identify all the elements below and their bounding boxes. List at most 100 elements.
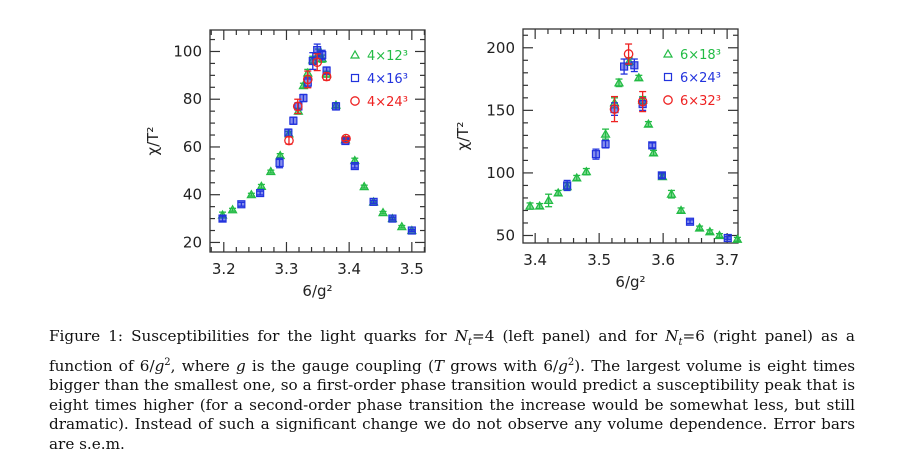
caption-math: 2 [567, 356, 575, 368]
data-point [407, 226, 416, 235]
y-tick-label: 40 [183, 186, 202, 204]
circle-marker [284, 135, 294, 146]
x-tick-label: 3.2 [212, 260, 236, 278]
square-marker [648, 141, 657, 150]
data-point [256, 188, 265, 198]
legend-item: 6×24³ [663, 71, 721, 86]
legend-triangle-icon [349, 49, 361, 59]
x-tick-label: 3.4 [337, 260, 361, 278]
data-point [318, 49, 327, 61]
triangle-marker [359, 181, 370, 191]
triangle-marker [265, 166, 276, 176]
square-marker [284, 128, 293, 137]
data-point [676, 205, 687, 215]
caption-math: T [433, 356, 445, 375]
data-point [227, 204, 238, 214]
triangle-marker [525, 200, 536, 210]
data-point [591, 148, 601, 160]
data-point [284, 135, 294, 146]
legend-item: 6×32³ [663, 94, 721, 109]
x-tick-label: 3.5 [587, 251, 611, 269]
data-point [292, 98, 303, 115]
square-marker [331, 102, 341, 111]
data-point [237, 200, 246, 209]
x-tick-label: 3.5 [400, 260, 424, 278]
y-tick-label: 200 [486, 39, 515, 57]
square-marker [237, 200, 246, 209]
data-point [525, 200, 536, 210]
caption-text: grows with 6/ [444, 356, 559, 375]
triangle-marker [377, 207, 389, 217]
data-point [359, 181, 370, 191]
data-point [275, 157, 284, 169]
x-axis-label: 6/g² [302, 282, 332, 300]
y-tick-label: 100 [173, 42, 202, 60]
triangle-marker [246, 189, 257, 199]
y-axis-label: χ/T² [144, 127, 162, 156]
circle-marker [341, 133, 351, 144]
square-marker [256, 188, 265, 198]
legend-item: 4×16³ [350, 72, 408, 87]
data-point [246, 189, 257, 199]
caption-text: is the gauge coupling ( [245, 356, 434, 375]
x-axis-label: 6/g² [615, 273, 645, 291]
circle-marker [312, 57, 323, 68]
data-point [265, 166, 276, 176]
triangle-marker [694, 222, 705, 232]
data-point [613, 77, 625, 88]
square-marker [685, 217, 695, 226]
caption-math: g [154, 356, 165, 375]
data-point [350, 161, 359, 171]
data-point [609, 95, 620, 123]
legend-label: 4×16³ [367, 72, 408, 87]
data-point [563, 179, 572, 192]
series-circle [284, 53, 351, 146]
data-point [289, 116, 298, 125]
x-tick-label: 3.3 [275, 260, 299, 278]
legend: 4×12³ 4×16³ 4×24³ [349, 49, 408, 110]
square-marker [350, 161, 359, 171]
legend-item: 6×18³ [662, 48, 721, 63]
square-marker [388, 214, 397, 223]
data-point [299, 93, 308, 103]
data-point [218, 214, 227, 223]
triangle-marker [600, 128, 611, 138]
triangle-marker [256, 181, 267, 190]
data-point [534, 200, 545, 210]
square-marker [591, 150, 601, 159]
data-point [312, 53, 323, 72]
plot-frame [522, 28, 739, 244]
triangle-marker [732, 234, 743, 243]
triangle-marker [666, 188, 677, 198]
figure: 3.2 3.3 3.4 3.5 20 40 60 80 100 6/g² χ/T² 4×12³ 4×16… [144, 28, 743, 300]
legend-label: 4×24³ [367, 95, 408, 110]
data-point [666, 188, 677, 199]
square-marker [289, 116, 298, 125]
data-point [643, 118, 654, 128]
data-point [331, 102, 341, 111]
legend-triangle-icon [662, 48, 674, 58]
square-marker [601, 140, 610, 149]
y-tick-label: 50 [496, 226, 515, 244]
data-point [714, 230, 725, 240]
circle-marker [302, 74, 313, 85]
y-tick-label: 80 [183, 90, 202, 108]
caption-math: t [468, 337, 473, 349]
legend-square-icon [350, 73, 360, 83]
triangle-marker [581, 166, 592, 176]
data-point [601, 139, 610, 149]
circle-marker [321, 71, 332, 82]
data-point [648, 141, 657, 150]
triangle-marker [553, 187, 564, 197]
square-marker [630, 61, 639, 70]
series-circle [609, 43, 648, 123]
data-point [600, 128, 611, 140]
circle-marker [623, 49, 634, 59]
y-tick-label: 100 [486, 164, 515, 182]
square-marker [657, 171, 666, 180]
legend-label: 4×12³ [367, 49, 408, 64]
data-point [633, 72, 644, 82]
data-point [284, 128, 293, 137]
y-axis-label: χ/T² [454, 122, 472, 151]
caption-math: t [678, 337, 683, 349]
